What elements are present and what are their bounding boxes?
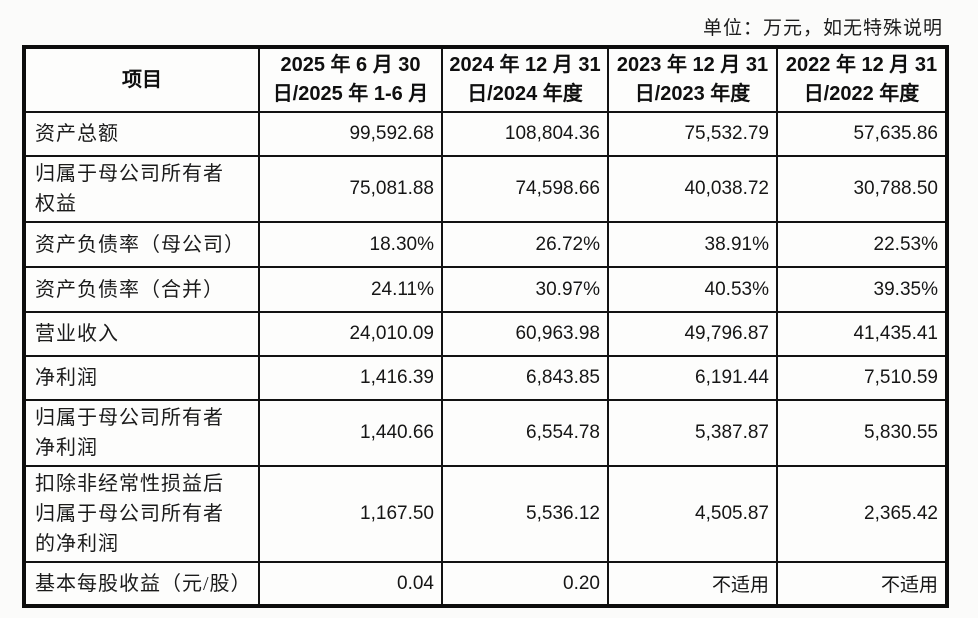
row-label: 资产负债率（母公司） (23, 221, 260, 268)
table-row-parent-equity: 归属于母公司所有者 权益 75,081.88 74,598.66 40,038.… (23, 155, 948, 223)
row-label: 资产总额 (23, 111, 260, 157)
cell-value: 4,505.87 (607, 465, 778, 563)
cell-value: 6,554.78 (441, 399, 609, 467)
cell-value: 1,167.50 (258, 465, 443, 563)
header-item-column: 项目 (23, 46, 260, 113)
cell-value: 26.72% (441, 221, 609, 268)
cell-value: 5,830.55 (776, 399, 948, 467)
cell-value: 不适用 (776, 561, 948, 607)
row-label: 归属于母公司所有者 权益 (23, 155, 260, 223)
cell-value: 40,038.72 (607, 155, 778, 223)
cell-value: 99,592.68 (258, 111, 443, 157)
financial-summary-table: 项目 2025 年 6 月 30 日/2025 年 1-6 月 2024 年 1… (22, 45, 949, 608)
table-header-row: 项目 2025 年 6 月 30 日/2025 年 1-6 月 2024 年 1… (23, 46, 948, 113)
cell-value: 74,598.66 (441, 155, 609, 223)
header-period-2025: 2025 年 6 月 30 日/2025 年 1-6 月 (258, 46, 443, 113)
row-label: 营业收入 (23, 311, 260, 357)
cell-value: 39.35% (776, 266, 948, 313)
cell-value: 1,416.39 (258, 355, 443, 401)
table-row-debt-ratio-consolidated: 资产负债率（合并） 24.11% 30.97% 40.53% 39.35% (23, 266, 948, 313)
row-label: 扣除非经常性损益后 归属于母公司所有者 的净利润 (23, 465, 260, 563)
cell-value: 6,191.44 (607, 355, 778, 401)
cell-value: 57,635.86 (776, 111, 948, 157)
cell-value: 75,081.88 (258, 155, 443, 223)
cell-value: 7,510.59 (776, 355, 948, 401)
cell-value: 6,843.85 (441, 355, 609, 401)
header-period-2023: 2023 年 12 月 31 日/2023 年度 (607, 46, 778, 113)
cell-value: 60,963.98 (441, 311, 609, 357)
cell-value: 30.97% (441, 266, 609, 313)
table-row-debt-ratio-parent: 资产负债率（母公司） 18.30% 26.72% 38.91% 22.53% (23, 221, 948, 268)
header-period-2024: 2024 年 12 月 31 日/2024 年度 (441, 46, 609, 113)
cell-value: 2,365.42 (776, 465, 948, 563)
cell-value: 38.91% (607, 221, 778, 268)
row-label: 净利润 (23, 355, 260, 401)
row-label: 资产负债率（合并） (23, 266, 260, 313)
table-row-parent-net-profit-excl-nonrecurring: 扣除非经常性损益后 归属于母公司所有者 的净利润 1,167.50 5,536.… (23, 465, 948, 563)
cell-value: 49,796.87 (607, 311, 778, 357)
cell-value: 0.04 (258, 561, 443, 607)
cell-value: 5,536.12 (441, 465, 609, 563)
table-row-total-assets: 资产总额 99,592.68 108,804.36 75,532.79 57,6… (23, 111, 948, 157)
table-row-basic-eps: 基本每股收益（元/股） 0.04 0.20 不适用 不适用 (23, 561, 948, 607)
table-row-operating-revenue: 营业收入 24,010.09 60,963.98 49,796.87 41,43… (23, 311, 948, 357)
table-row-parent-net-profit: 归属于母公司所有者 净利润 1,440.66 6,554.78 5,387.87… (23, 399, 948, 467)
unit-note: 单位：万元，如无特殊说明 (702, 18, 943, 39)
cell-value: 不适用 (607, 561, 778, 607)
cell-value: 22.53% (776, 221, 948, 268)
cell-value: 1,440.66 (258, 399, 443, 467)
cell-value: 24.11% (258, 266, 443, 313)
cell-value: 40.53% (607, 266, 778, 313)
row-label: 基本每股收益（元/股） (23, 561, 260, 607)
cell-value: 41,435.41 (776, 311, 948, 357)
header-period-2022: 2022 年 12 月 31 日/2022 年度 (776, 46, 948, 113)
cell-value: 30,788.50 (776, 155, 948, 223)
cell-value: 0.20 (441, 561, 609, 607)
cell-value: 5,387.87 (607, 399, 778, 467)
cell-value: 24,010.09 (258, 311, 443, 357)
row-label: 归属于母公司所有者 净利润 (23, 399, 260, 467)
cell-value: 75,532.79 (607, 111, 778, 157)
table-row-net-profit: 净利润 1,416.39 6,843.85 6,191.44 7,510.59 (23, 355, 948, 401)
cell-value: 108,804.36 (441, 111, 609, 157)
cell-value: 18.30% (258, 221, 443, 268)
